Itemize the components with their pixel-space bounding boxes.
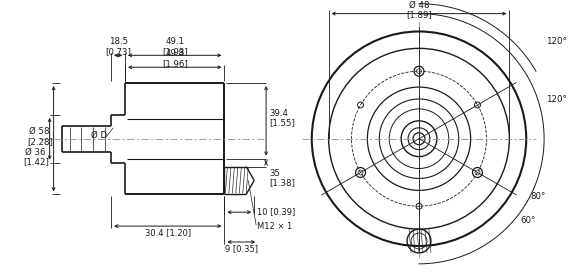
Text: 49.1
[1.93]: 49.1 [1.93] <box>162 37 188 56</box>
Text: 60°: 60° <box>520 216 536 225</box>
Text: [1.38]: [1.38] <box>269 178 295 187</box>
Text: 120°: 120° <box>546 37 567 46</box>
Text: [1.42]: [1.42] <box>23 157 48 166</box>
Text: [2.28]: [2.28] <box>27 137 52 146</box>
Text: 18.5
[0.73]: 18.5 [0.73] <box>105 37 131 56</box>
Text: Ø 48: Ø 48 <box>409 1 429 10</box>
Text: [1.55]: [1.55] <box>269 118 295 127</box>
Text: 10 [0.39]: 10 [0.39] <box>257 207 295 216</box>
Text: M12 × 1: M12 × 1 <box>257 221 292 231</box>
Text: 49.8
[1.96]: 49.8 [1.96] <box>162 49 188 68</box>
Text: 120°: 120° <box>546 95 567 104</box>
Text: 9 [0.35]: 9 [0.35] <box>225 244 258 253</box>
Text: Ø 58: Ø 58 <box>30 127 50 136</box>
Text: 35: 35 <box>269 169 280 178</box>
Text: Ø D: Ø D <box>91 131 107 140</box>
Text: [1.89]: [1.89] <box>406 10 432 19</box>
Text: 80°: 80° <box>530 192 545 201</box>
Text: 30.4 [1.20]: 30.4 [1.20] <box>145 228 191 237</box>
Text: 39.4: 39.4 <box>269 109 288 118</box>
Text: Ø 36: Ø 36 <box>26 148 46 157</box>
